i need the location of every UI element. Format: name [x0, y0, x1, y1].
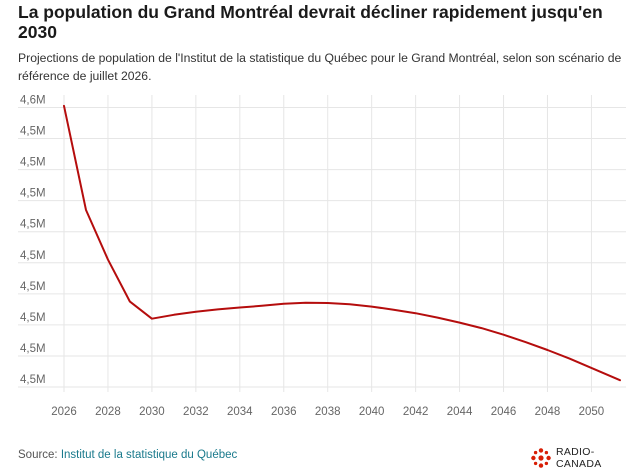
y-tick-label: 4,6M: [20, 95, 46, 107]
grid-lines: [18, 95, 626, 392]
brand-name: RADIO-CANADA: [555, 446, 602, 470]
y-tick-label: 4,5M: [20, 374, 46, 386]
source-note: Source: Institut de la statistique du Qu…: [18, 449, 237, 461]
x-tick-label: 2044: [447, 406, 473, 418]
y-axis-ticks: 4,6M 4,5M 4,5M 4,5M 4,5M 4,5M 4,5M 4,5M 4,5M 4,5M: [20, 95, 46, 387]
x-tick-label: 2032: [183, 406, 209, 418]
x-tick-label: 2050: [579, 406, 605, 418]
y-tick-label: 4,5M: [20, 126, 46, 138]
source-prefix: Source:: [18, 449, 61, 461]
x-tick-label: 2038: [315, 406, 341, 418]
y-tick-label: 4,5M: [20, 343, 46, 355]
x-tick-label: 2026: [51, 406, 77, 418]
y-tick-label: 4,5M: [20, 188, 46, 200]
x-tick-label: 2030: [139, 406, 165, 418]
y-tick-label: 4,5M: [20, 281, 46, 293]
x-tick-label: 2040: [359, 406, 385, 418]
population-series-line: [63, 104, 621, 382]
y-tick-label: 4,5M: [20, 250, 46, 262]
x-tick-label: 2036: [271, 406, 297, 418]
chart-title: La population du Grand Montréal devrait …: [18, 2, 603, 42]
x-tick-label: 2048: [535, 406, 561, 418]
radio-canada-logo: RADIO-CANADA: [530, 446, 640, 470]
y-tick-label: 4,5M: [20, 157, 46, 169]
line-chart: 4,6M 4,5M 4,5M 4,5M 4,5M 4,5M 4,5M 4,5M 4,5M 4,5M…: [18, 95, 626, 418]
x-tick-label: 2034: [227, 406, 253, 418]
x-tick-label: 2028: [95, 406, 121, 418]
y-tick-label: 4,5M: [20, 312, 46, 324]
radio-canada-gem-icon: [531, 448, 551, 468]
y-tick-label: 4,5M: [20, 219, 46, 231]
series-layer: [63, 104, 621, 382]
x-tick-label: 2046: [491, 406, 517, 418]
x-tick-label: 2042: [403, 406, 429, 418]
x-axis-ticks: 2026 2028 2030 2032 2034 2036 2038 2040 2042 2044…: [51, 406, 604, 418]
source-link[interactable]: Institut de la statistique du Québec: [60, 449, 238, 461]
chart-subtitle: Projections de population de l'Institut …: [18, 51, 622, 83]
